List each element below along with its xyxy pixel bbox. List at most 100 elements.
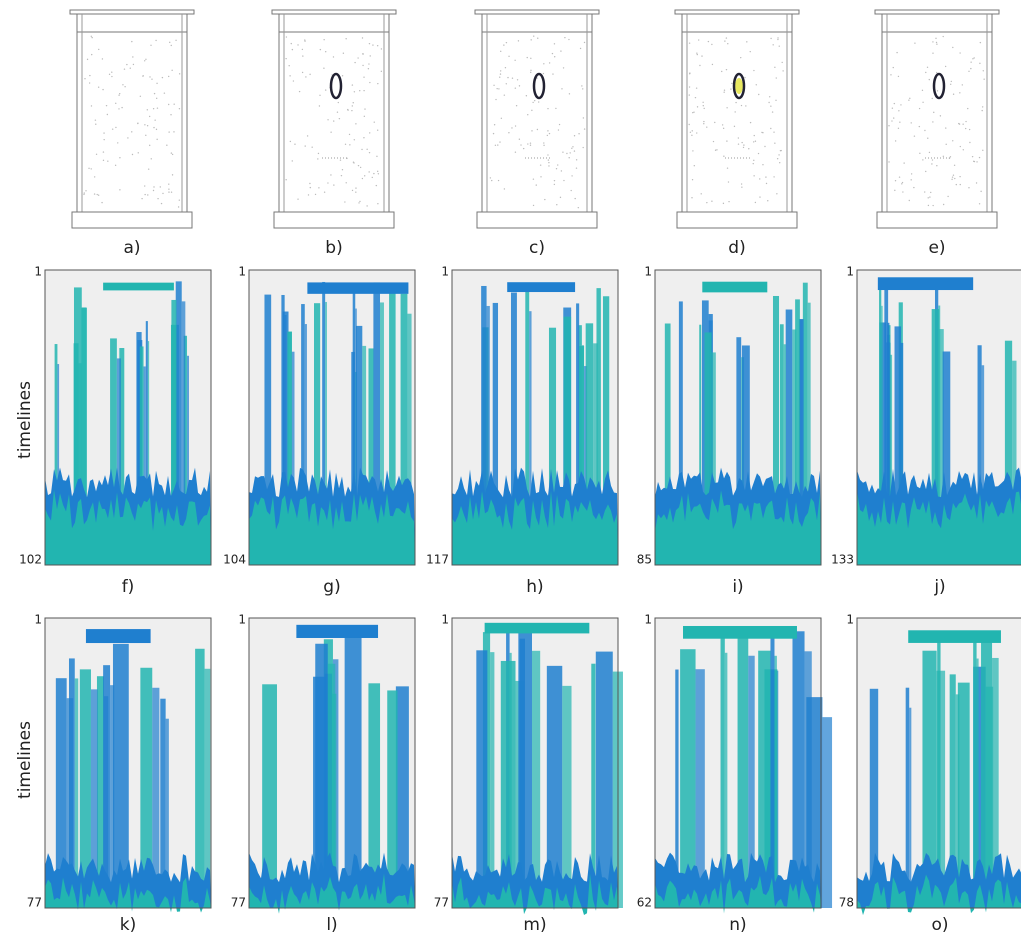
particle (503, 44, 504, 45)
particle (495, 145, 496, 146)
particle (922, 90, 923, 91)
particle (773, 131, 774, 132)
particle (527, 57, 528, 58)
particle (560, 50, 561, 51)
particle (929, 152, 930, 153)
particle (171, 45, 172, 46)
particle (354, 139, 355, 140)
particle (289, 75, 290, 76)
particle (888, 161, 889, 162)
particle (359, 201, 360, 202)
particle (124, 68, 125, 69)
particle (931, 163, 932, 164)
particle (782, 70, 783, 71)
particle (333, 56, 334, 57)
particle (543, 145, 544, 146)
particle (936, 72, 937, 73)
particle (753, 175, 754, 176)
particle (362, 37, 363, 38)
particle (741, 183, 742, 184)
particle (309, 183, 310, 184)
particle (756, 84, 757, 85)
particle (714, 122, 715, 123)
particle (970, 61, 971, 62)
heatmap (45, 270, 211, 565)
particle (377, 203, 378, 204)
particle (555, 108, 556, 109)
particle (935, 38, 936, 39)
particle (689, 42, 690, 43)
particle (968, 71, 969, 72)
particle (317, 158, 318, 159)
particle (286, 36, 287, 37)
particle (557, 164, 558, 165)
particle (351, 110, 352, 111)
particle (762, 164, 763, 165)
particle (778, 154, 779, 155)
top-band (296, 625, 378, 638)
particle (353, 102, 354, 103)
particle (898, 76, 899, 77)
particle (689, 86, 690, 87)
container-diagram (475, 10, 599, 228)
particle (753, 141, 754, 142)
particle (530, 58, 531, 59)
container-diagram (272, 10, 396, 228)
heatmap (452, 618, 623, 915)
particle (138, 152, 139, 153)
particle (377, 45, 378, 46)
particle (537, 129, 538, 130)
stripe (774, 656, 776, 908)
particle (903, 162, 904, 163)
particle (753, 160, 754, 161)
particle (574, 135, 575, 136)
particle (951, 179, 952, 180)
particle (721, 71, 722, 72)
particle (360, 167, 361, 168)
particle (776, 193, 777, 194)
particle (122, 84, 123, 85)
particle (740, 57, 741, 58)
particle (153, 186, 154, 187)
particle (157, 107, 158, 108)
heatmap (249, 618, 415, 914)
particle (723, 92, 724, 93)
particle (699, 65, 700, 66)
top-band (878, 277, 973, 290)
particle (690, 132, 691, 133)
particle (543, 73, 544, 74)
particle (549, 133, 550, 134)
particle (770, 128, 771, 129)
panel-label: l) (326, 915, 337, 935)
particle (741, 186, 742, 187)
panel-label: o) (931, 915, 948, 935)
panel-label: a) (123, 238, 140, 258)
particle (919, 126, 920, 127)
particle (359, 90, 360, 91)
particle (170, 114, 171, 115)
particle (144, 185, 145, 186)
particle (377, 130, 378, 131)
particle (175, 40, 176, 41)
particle (515, 87, 516, 88)
container-body (279, 14, 389, 212)
particle (179, 199, 180, 200)
particle (965, 121, 966, 122)
particle (571, 148, 572, 149)
particle (147, 194, 148, 195)
particle (983, 79, 984, 80)
stripe (476, 650, 487, 908)
y-top-label: 1 (846, 613, 854, 627)
particle (98, 194, 99, 195)
particle (131, 131, 132, 132)
particle (781, 62, 782, 63)
particle (96, 154, 97, 155)
particle (888, 125, 889, 126)
particle (368, 171, 369, 172)
particle (292, 49, 293, 50)
particle (932, 205, 933, 206)
particle (898, 128, 899, 129)
particle (734, 111, 735, 112)
particle (909, 98, 910, 99)
particle (506, 42, 507, 43)
